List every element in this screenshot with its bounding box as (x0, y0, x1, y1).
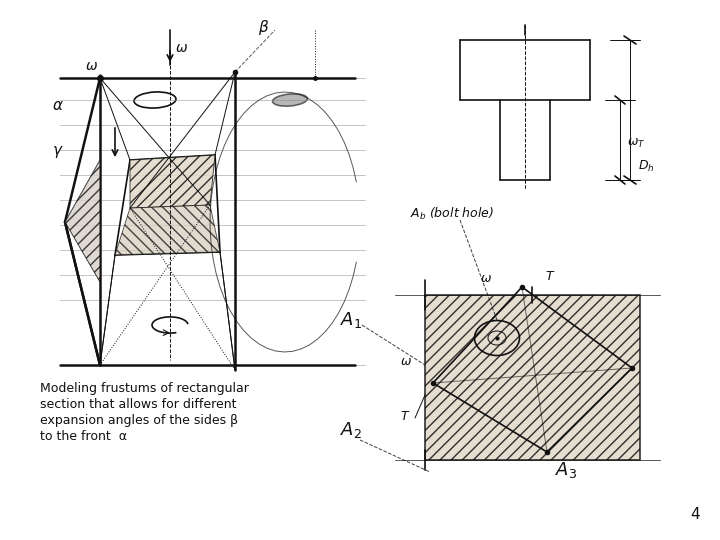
Text: $\omega$: $\omega$ (480, 272, 492, 285)
Text: $A_2$: $A_2$ (340, 420, 362, 440)
Text: $\omega$: $\omega$ (175, 41, 188, 55)
Polygon shape (425, 295, 640, 460)
Ellipse shape (273, 94, 307, 106)
Text: $A_3$: $A_3$ (555, 460, 577, 480)
Text: $T$: $T$ (400, 410, 410, 423)
Text: $A_1$: $A_1$ (340, 310, 362, 330)
Text: $D_h$: $D_h$ (638, 159, 654, 174)
Text: $\beta$: $\beta$ (258, 18, 269, 37)
Text: $A_b$ (bolt hole): $A_b$ (bolt hole) (410, 206, 494, 222)
Polygon shape (115, 205, 220, 255)
Polygon shape (130, 155, 215, 208)
Polygon shape (65, 160, 100, 282)
Text: $T$: $T$ (545, 270, 555, 283)
Text: expansion angles of the sides β: expansion angles of the sides β (40, 414, 238, 427)
Text: $\omega$: $\omega$ (400, 355, 412, 368)
Text: $\gamma$: $\gamma$ (52, 144, 63, 160)
Text: section that allows for different: section that allows for different (40, 398, 236, 411)
Text: $\omega_T$: $\omega_T$ (627, 137, 645, 150)
Text: $\omega$: $\omega$ (85, 59, 98, 73)
Text: Modeling frustums of rectangular: Modeling frustums of rectangular (40, 382, 249, 395)
Text: 4: 4 (690, 507, 700, 522)
Text: to the front  α: to the front α (40, 430, 127, 443)
Text: $\alpha$: $\alpha$ (52, 99, 64, 113)
